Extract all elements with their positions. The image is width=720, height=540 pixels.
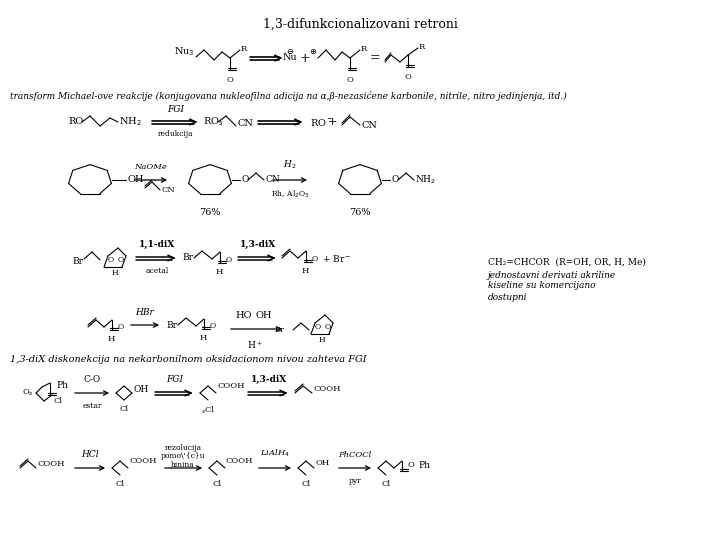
Text: H: H	[301, 267, 309, 275]
Text: O: O	[346, 76, 354, 84]
Text: H: H	[107, 335, 114, 343]
Text: COOH: COOH	[226, 457, 253, 465]
Text: LiAlH$_4$: LiAlH$_4$	[260, 448, 290, 459]
Text: Cl: Cl	[115, 480, 125, 488]
Text: OH: OH	[133, 384, 148, 394]
Text: H$^+$: H$^+$	[247, 339, 263, 350]
Text: Br: Br	[182, 253, 193, 262]
Text: pyr: pyr	[348, 477, 361, 485]
Text: redukcija: redukcija	[158, 130, 194, 138]
Text: RO$^-$: RO$^-$	[310, 117, 334, 127]
Text: =: =	[369, 51, 380, 64]
Text: O: O	[227, 76, 233, 84]
Text: Br: Br	[275, 326, 285, 334]
Text: CN: CN	[361, 120, 377, 130]
Text: HCl: HCl	[81, 450, 99, 459]
Text: H: H	[215, 268, 222, 276]
Text: Ph: Ph	[418, 461, 430, 469]
Text: R: R	[419, 43, 426, 51]
Text: Nu: Nu	[283, 53, 297, 63]
Text: C-O: C-O	[84, 375, 101, 384]
Text: OH: OH	[255, 310, 271, 320]
Text: $\ominus$: $\ominus$	[286, 48, 294, 57]
Text: CN: CN	[237, 119, 253, 129]
Text: HO: HO	[235, 310, 251, 320]
Text: O: O	[210, 322, 216, 330]
Text: O: O	[325, 323, 331, 331]
Text: O: O	[391, 176, 398, 185]
Text: COOH: COOH	[37, 460, 65, 468]
Text: Br: Br	[166, 321, 177, 329]
Text: transform Michael-ove reakcije (konjugovana nukleofilna adicija na α,β-nezasićen: transform Michael-ove reakcije (konjugov…	[10, 91, 567, 101]
Text: Cl: Cl	[382, 480, 390, 488]
Text: 76%: 76%	[199, 208, 221, 217]
Text: O: O	[118, 256, 124, 264]
Text: FGI: FGI	[166, 375, 184, 384]
Text: H: H	[199, 334, 207, 342]
Text: HBr: HBr	[135, 308, 154, 317]
Text: dostupni: dostupni	[488, 293, 528, 301]
Text: Cl: Cl	[120, 405, 129, 413]
Text: O$_s$: O$_s$	[22, 388, 34, 399]
Text: +: +	[328, 117, 337, 127]
Text: NH$_2$: NH$_2$	[119, 116, 142, 129]
Text: COOH: COOH	[129, 457, 156, 465]
Text: COOH: COOH	[217, 382, 245, 390]
Text: kiseline su komercijano: kiseline su komercijano	[488, 281, 595, 291]
Text: NaOMe: NaOMe	[135, 163, 168, 171]
Text: Br: Br	[72, 256, 83, 266]
Text: Cl: Cl	[212, 480, 222, 488]
Text: 1,3-difunkcionalizovani retroni: 1,3-difunkcionalizovani retroni	[263, 18, 457, 31]
Text: H: H	[319, 336, 325, 344]
Text: RO$_s$: RO$_s$	[203, 116, 224, 129]
Text: O: O	[226, 256, 232, 264]
Text: $_s$Cl: $_s$Cl	[201, 405, 215, 416]
Text: O: O	[241, 176, 248, 185]
Text: 1,3-diX: 1,3-diX	[240, 240, 276, 249]
Text: O: O	[405, 73, 411, 81]
Text: acetal: acetal	[145, 267, 168, 275]
Text: rezolucija: rezolucija	[164, 444, 202, 452]
Text: Cl: Cl	[302, 480, 310, 488]
Text: $\oplus$: $\oplus$	[309, 48, 317, 57]
Text: Ph: Ph	[56, 381, 68, 389]
Text: O: O	[315, 323, 321, 331]
Text: NH$_2$: NH$_2$	[415, 174, 436, 186]
Text: COOH: COOH	[313, 385, 341, 393]
Text: Rh, Al$_2$O$_3$: Rh, Al$_2$O$_3$	[271, 188, 310, 199]
Text: CN: CN	[161, 186, 175, 194]
Text: RO: RO	[68, 118, 84, 126]
Text: H: H	[112, 269, 118, 277]
Text: O: O	[312, 255, 318, 263]
Text: O: O	[408, 461, 415, 469]
Text: pomo\'{c}u: pomo\'{c}u	[161, 452, 205, 460]
Text: FGI: FGI	[168, 105, 184, 114]
Text: CH₂=CHCOR  (R=OH, OR, H, Me): CH₂=CHCOR (R=OH, OR, H, Me)	[488, 258, 646, 267]
Text: estar: estar	[82, 402, 102, 410]
Text: +: +	[300, 51, 310, 64]
Text: + Br$^-$: + Br$^-$	[322, 253, 351, 264]
Text: Nu$_3$: Nu$_3$	[174, 45, 195, 58]
Text: R: R	[241, 45, 247, 53]
Text: OH: OH	[127, 176, 143, 185]
Text: Cl: Cl	[54, 397, 63, 405]
Text: 1,1-diX: 1,1-diX	[139, 240, 175, 249]
Text: 76%: 76%	[349, 208, 371, 217]
Text: CN: CN	[265, 176, 280, 185]
Text: hinina: hinina	[171, 461, 195, 469]
Text: OH: OH	[315, 459, 329, 467]
Text: O: O	[118, 323, 124, 331]
Text: 1,3-diX diskonekcija na nekarbonilnom oksidacionom nivou zahteva FGI: 1,3-diX diskonekcija na nekarbonilnom ok…	[10, 355, 366, 364]
Text: H$_2$: H$_2$	[283, 159, 297, 171]
Text: PhCOCl: PhCOCl	[338, 451, 372, 459]
Text: R: R	[361, 45, 367, 53]
Text: jednostavni derivati akriline: jednostavni derivati akriline	[488, 271, 616, 280]
Text: O: O	[108, 256, 114, 264]
Text: 1,3-diX: 1,3-diX	[251, 375, 287, 384]
